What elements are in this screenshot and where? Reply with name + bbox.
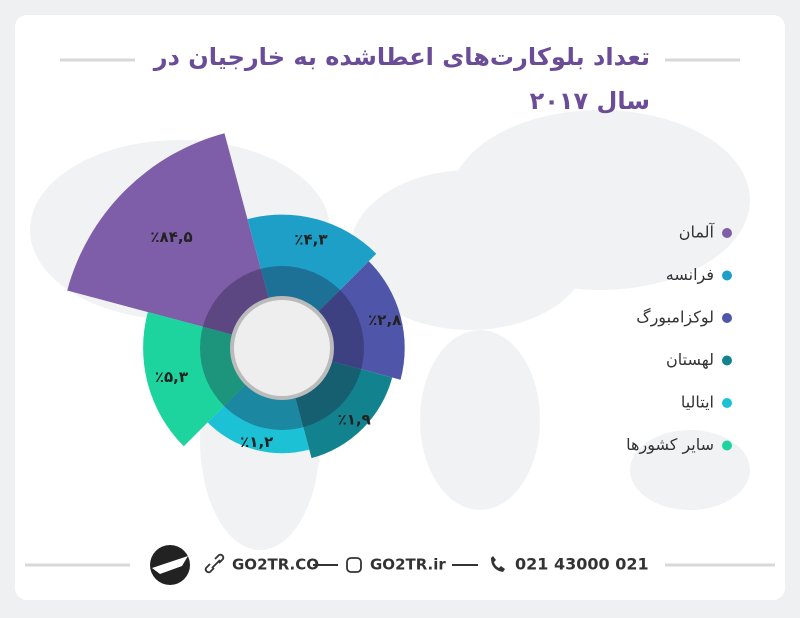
- sector: [67, 133, 282, 348]
- legend-label: آلمان: [679, 223, 716, 242]
- legend-swatch: [722, 313, 732, 323]
- legend-label: ایتالیا: [681, 393, 714, 412]
- legend-swatch: [722, 440, 732, 451]
- center: [234, 300, 330, 396]
- link-icon: [204, 553, 225, 574]
- value-label: ٪۱,۲: [240, 433, 273, 451]
- legend-swatch: [722, 228, 732, 238]
- phone-icon: [491, 556, 505, 572]
- logo: [150, 545, 190, 585]
- footer-instagram: GO2TR.ir: [370, 556, 446, 574]
- value-label: ٪۸۴,۵: [150, 228, 192, 246]
- footer-site: GO2TR.CO: [232, 556, 319, 574]
- legend-label: لهستان: [666, 350, 714, 370]
- legend-swatch: [722, 270, 732, 281]
- value-label: ٪۱,۹: [338, 411, 371, 429]
- footer-phone: 021 43000 021: [515, 555, 649, 574]
- legend-swatch: [722, 355, 732, 366]
- legend: آلمان فرانسه لوکزامبورگ لهستان ایتالیا سایر ک…: [626, 223, 732, 455]
- value-label: ٪۵,۳: [155, 368, 188, 386]
- value-label: ٪۴,۳: [294, 231, 327, 249]
- legend-label: فرانسه: [666, 265, 714, 285]
- pie: ٪۸۴,۵ ٪۴,۳ ٪۲,۸ ٪۱,۹ ٪۱,۲ ٪۵,۳: [67, 133, 405, 459]
- instagram-icon: [346, 557, 362, 573]
- legend-swatch: [722, 398, 732, 408]
- title-box: تعداد بلوکارت‌های اعطاشده به خارجیان در …: [153, 43, 650, 115]
- legend-label: سایر کشورها: [626, 435, 714, 455]
- legend-label: لوکزامبورگ: [636, 308, 714, 328]
- chart-title: تعداد بلوکارت‌های اعطاشده به خارجیان در …: [153, 43, 650, 115]
- value-label: ٪۲,۸: [368, 311, 401, 329]
